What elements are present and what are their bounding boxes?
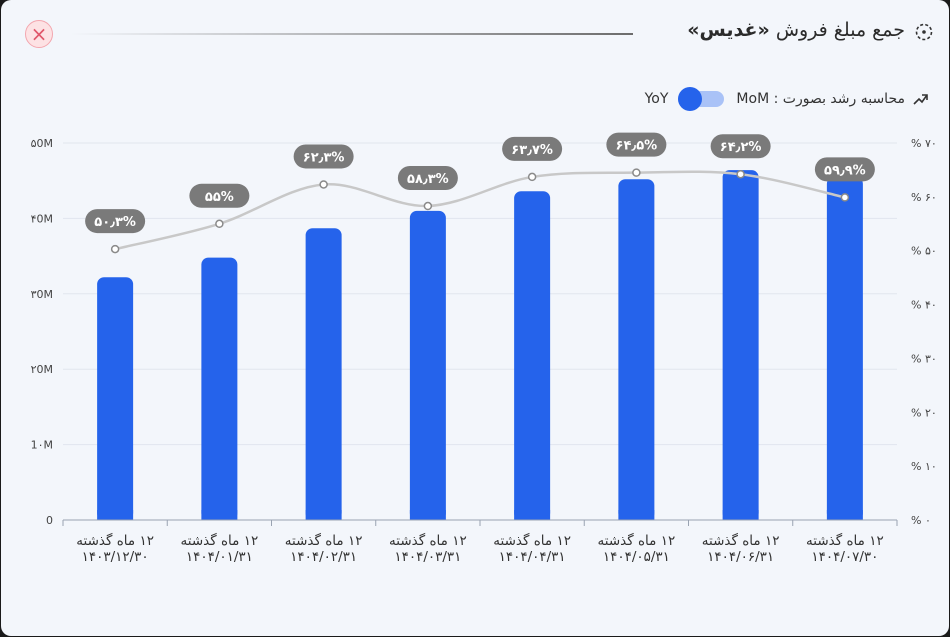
growth-point[interactable]: [319, 180, 328, 189]
title-entity: «غدیس»: [687, 19, 770, 41]
trend-up-icon: [913, 94, 928, 105]
x-tick-label: ۱۲ ماه گذشته: [76, 532, 154, 549]
growth-point[interactable]: [527, 172, 537, 182]
growth-label-pill: [606, 132, 667, 157]
right-tick-label: % ۷۰: [911, 137, 937, 150]
toggle-knob: [678, 87, 703, 111]
growth-point[interactable]: [632, 168, 641, 177]
header-divider: [71, 33, 633, 35]
right-axis-ticks: % ۰ % ۱۰ % ۲۰ % ۳۰ % ۴۰ % ۵۰ % ۶۰ % ۷۰: [911, 137, 937, 527]
growth-label-pill: [814, 157, 875, 182]
x-tick-date: ۱۴۰۴/۰۷/۳۰: [811, 549, 878, 565]
right-tick-label: % ۴۰: [911, 299, 937, 312]
left-axis-ticks: 0 1۰M ۲0M ۳0M ۴0M ۵0M: [31, 137, 53, 527]
right-tick-label: % ۶۰: [911, 191, 937, 204]
x-tick-date: ۱۴۰۴/۰۵/۳۱: [603, 549, 670, 565]
right-tick-label: % ۲۰: [911, 406, 937, 419]
bar-base: [409, 510, 446, 520]
bar-base: [97, 510, 134, 520]
left-tick-label: ۴0M: [31, 212, 53, 225]
growth-mode-label: محاسبه رشد بصورت : MoM: [736, 91, 905, 107]
growth-point[interactable]: [215, 219, 224, 229]
bar[interactable]: [97, 277, 134, 520]
left-tick-label: 0: [46, 514, 53, 527]
right-tick-label: % ۰: [911, 514, 931, 527]
growth-line: [114, 170, 846, 251]
growth-label-text: ۵۰٫۳%: [94, 215, 136, 230]
bar-base: [514, 510, 551, 520]
x-tick-label: ۱۲ ماه گذشته: [702, 532, 780, 549]
grid-lines: [63, 142, 897, 446]
growth-point[interactable]: [110, 244, 120, 254]
growth-label-text: ۶۴٫۲%: [720, 140, 762, 155]
growth-mode-toggle[interactable]: [678, 87, 725, 111]
growth-label-pill: [293, 144, 354, 169]
right-tick-label: % ۳۰: [911, 352, 937, 365]
left-tick-label: 1۰M: [31, 439, 53, 452]
growth-point[interactable]: [423, 201, 433, 211]
growth-label-pill: [189, 183, 250, 208]
growth-label-pill: [502, 136, 563, 161]
bar[interactable]: [514, 191, 551, 521]
x-tick-label: ۱۲ ماه گذشته: [493, 532, 571, 549]
growth-label-text: ۶۲٫۳%: [303, 150, 345, 165]
growth-label-pill: [710, 134, 771, 159]
x-tick-label: ۱۲ ماه گذشته: [389, 532, 467, 549]
x-tick-label: ۱۲ ماه گذشته: [806, 532, 884, 549]
growth-label-pill: [397, 166, 458, 191]
panel-header: × جمع مبلغ فروش «غدیس»: [1, 0, 949, 66]
bar-base: [826, 510, 863, 520]
x-tick-label: ۱۲ ماه گذشته: [598, 532, 676, 549]
bar-base: [305, 510, 342, 520]
yoy-label: YoY: [644, 91, 669, 107]
bar[interactable]: [722, 170, 759, 521]
bar[interactable]: [826, 176, 863, 520]
x-tick-date: ۱۴۰۴/۰۲/۳۱: [290, 549, 357, 565]
growth-label-text: ۵۵%: [205, 190, 234, 205]
x-tick-date: ۱۴۰۴/۰۶/۳۱: [707, 549, 774, 565]
dashed-circle-icon: [915, 23, 933, 41]
bar[interactable]: [618, 179, 655, 520]
right-tick-label: % ۵۰: [911, 245, 937, 258]
x-tick-date: ۱۴۰۳/۱۲/۳۰: [82, 549, 149, 565]
x-tick-label: ۱۲ ماه گذشته: [285, 532, 363, 549]
bar-base: [722, 510, 759, 520]
growth-line-series: [114, 170, 846, 251]
growth-label-text: ۶۳٫۷%: [511, 143, 553, 158]
bar[interactable]: [305, 228, 342, 520]
title-prefix: جمع مبلغ فروش: [775, 19, 905, 41]
x-tick-date: ۱۴۰۴/۰۱/۳۱: [186, 549, 253, 565]
growth-label-text: ۶۴٫۵%: [616, 139, 658, 154]
growth-point[interactable]: [840, 193, 850, 202]
bar-base: [201, 510, 238, 520]
bar-series: [97, 170, 863, 521]
left-tick-label: ۳0M: [31, 288, 53, 301]
x-tick-date: ۱۴۰۴/۰۳/۳۱: [394, 549, 461, 565]
left-tick-label: ۲0M: [31, 363, 53, 376]
growth-point[interactable]: [736, 169, 745, 179]
close-icon: ×: [30, 22, 48, 46]
bar[interactable]: [409, 210, 446, 521]
left-tick-label: ۵0M: [31, 137, 53, 150]
page-title: جمع مبلغ فروش «غدیس»: [687, 19, 905, 41]
right-tick-label: % ۱۰: [911, 460, 937, 473]
close-button[interactable]: ×: [25, 20, 53, 48]
growth-toolbar: YoY محاسبه رشد بصورت : MoM: [644, 87, 929, 111]
bar-base: [618, 510, 655, 520]
growth-label-text: ۵۹٫۹%: [824, 163, 866, 178]
bar[interactable]: [201, 257, 238, 520]
growth-label-pill: [85, 209, 146, 234]
growth-label-text: ۵۸٫۳%: [407, 172, 449, 187]
growth-labels: ۵۰٫۳% ۵۵% ۶۲٫۳% ۵۸٫۳% ۶۳٫۷% ۶۴٫۵% ۶۴٫۲% ۵۹٫۹%: [85, 132, 875, 254]
x-tick-date: ۱۴۰۴/۰۴/۳۱: [499, 549, 566, 565]
x-tick-label: ۱۲ ماه گذشته: [181, 532, 259, 549]
